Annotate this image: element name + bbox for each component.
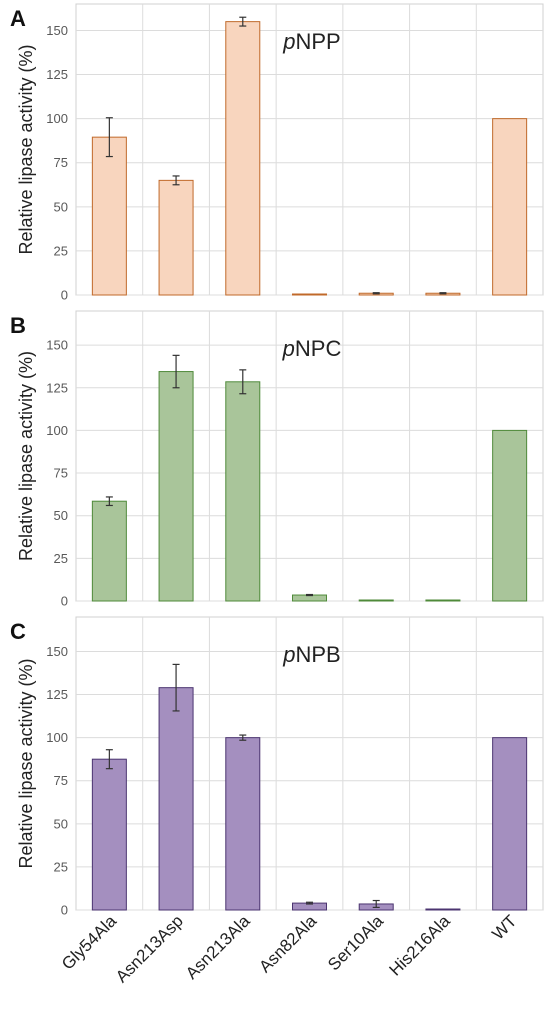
- panel-c-ylabel: Relative lipase activity (%): [16, 658, 36, 868]
- x-category-label: Asn213Ala: [182, 911, 254, 983]
- panel-b-ytick-label: 0: [61, 594, 68, 609]
- panel-b-plot-area: [75, 310, 544, 602]
- panel-a-bar: [91, 136, 127, 296]
- panel-b-letter: B: [10, 313, 26, 338]
- panel-c-bar: [425, 908, 461, 911]
- panel-c-title-italic: p: [282, 642, 295, 667]
- panel-a-ytick-label: 75: [54, 155, 68, 170]
- panel-a-bar: [492, 118, 528, 296]
- panel-c-title: pNPB: [282, 642, 341, 667]
- panel-b-ytick-label: 75: [54, 466, 68, 481]
- panel-c-ytick-label: 125: [46, 687, 68, 702]
- x-category-label: WT: [488, 911, 520, 943]
- x-category-label: Asn213Asp: [112, 911, 187, 986]
- panel-b-ytick-label: 50: [54, 508, 68, 523]
- panel-b-bar: [492, 429, 528, 602]
- panel-c-bar: [91, 758, 127, 911]
- panel-b-bar: [358, 599, 394, 602]
- x-category-label: His216Ala: [386, 911, 455, 980]
- panel-a-title-rest: NPP: [296, 29, 341, 54]
- panel-b-bar: [225, 381, 261, 602]
- panel-a-title: pNPP: [282, 29, 341, 54]
- panel-a-ytick-label: 125: [46, 67, 68, 82]
- panel-b-bar: [425, 599, 461, 602]
- panel-a-ytick-label: 50: [54, 199, 68, 214]
- panel-c-ytick-label: 75: [54, 773, 68, 788]
- panel-c-bar: [158, 687, 194, 911]
- panel-a-bar: [225, 21, 261, 296]
- panel-a-ytick-label: 100: [46, 111, 68, 126]
- panel-c-ytick-label: 50: [54, 816, 68, 831]
- panel-b-title-italic: p: [282, 336, 295, 361]
- panel-b-bar: [158, 371, 194, 602]
- panel-a-ytick-label: 150: [46, 23, 68, 38]
- x-category-label: Ser10Ala: [324, 911, 387, 974]
- panel-c-bar: [225, 737, 261, 911]
- panel-a-bar: [158, 179, 194, 296]
- panel-b-ytick-label: 125: [46, 380, 68, 395]
- panel-c-title-rest: NPB: [296, 642, 341, 667]
- panel-c-ytick-label: 100: [46, 730, 68, 745]
- panel-c-plot-area: [75, 616, 544, 911]
- panel-a-title-italic: p: [282, 29, 295, 54]
- panel-b-title: pNPC: [282, 336, 342, 361]
- panel-b-bar: [91, 500, 127, 602]
- panel-a-bar: [292, 293, 327, 296]
- panel-b-ytick-label: 150: [46, 338, 68, 353]
- panel-a-ylabel: Relative lipase activity (%): [16, 44, 36, 254]
- panel-c-bar: [492, 737, 528, 911]
- panel-c-ytick-label: 25: [54, 859, 68, 874]
- panel-c-ytick-label: 0: [61, 903, 68, 918]
- panel-b-title-rest: NPC: [295, 336, 342, 361]
- panel-c-letter: C: [10, 619, 26, 644]
- panel-b-ytick-label: 25: [54, 551, 68, 566]
- panel-a-ytick-label: 25: [54, 243, 68, 258]
- panel-a-ytick-label: 0: [61, 288, 68, 303]
- panel-b-ytick-label: 100: [46, 423, 68, 438]
- panel-b-ylabel: Relative lipase activity (%): [16, 351, 36, 561]
- panel-a-plot-area: [75, 3, 544, 296]
- x-category-label: Asn82Ala: [255, 911, 320, 976]
- panel-a-letter: A: [10, 6, 26, 31]
- panel-c-ytick-label: 150: [46, 644, 68, 659]
- x-category-label: Gly54Ala: [58, 911, 121, 974]
